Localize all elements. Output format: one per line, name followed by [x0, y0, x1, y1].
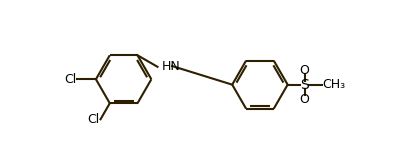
Text: O: O	[300, 93, 310, 106]
Text: CH₃: CH₃	[322, 78, 345, 91]
Text: Cl: Cl	[65, 73, 77, 86]
Text: HN: HN	[161, 60, 180, 72]
Text: Cl: Cl	[88, 113, 100, 126]
Text: O: O	[300, 64, 310, 76]
Text: S: S	[300, 78, 309, 92]
